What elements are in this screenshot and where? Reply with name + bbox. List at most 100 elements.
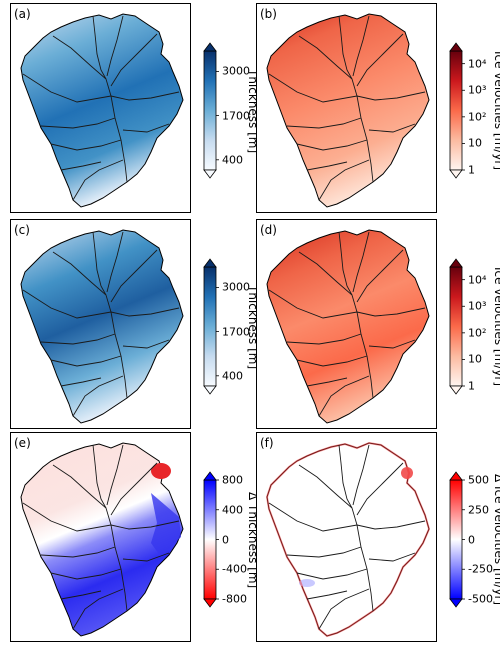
panel-b: (b) 10⁴ 10³ 10² 10 1 Ice velocities [m/yr] — [256, 3, 500, 215]
basin-boundary — [368, 339, 416, 349]
basin-boundary — [286, 117, 362, 129]
colorbar-tick-label: 10⁴ — [468, 273, 487, 287]
colorbar-tick-label: -800 — [222, 592, 247, 606]
colorbar-extend-max — [449, 471, 463, 481]
panel-label-d: (d) — [260, 223, 277, 237]
map-svg-b — [266, 13, 430, 208]
colorbar-label-b: Ice velocities [m/yr] — [492, 51, 500, 171]
map-d: (d) — [256, 219, 437, 429]
basin-boundary — [298, 251, 358, 313]
velocity-decrease-patch — [299, 579, 315, 587]
colorbar-c: 3000 1700 400 — [203, 258, 250, 395]
basin-boundary — [268, 502, 358, 532]
basin-boundary — [286, 546, 362, 558]
colorbar-gradient — [449, 479, 463, 600]
basin-boundary — [52, 251, 112, 313]
colorbar-tick-label: 10 — [468, 352, 482, 366]
basin-boundary — [338, 15, 353, 80]
colorbar-extend-max — [203, 258, 217, 268]
colorbar-tick-label: 0 — [222, 533, 229, 546]
basin-boundary — [356, 249, 404, 303]
basin-boundary — [356, 33, 404, 87]
basin-boundary — [40, 117, 116, 129]
basin-boundary — [122, 552, 170, 562]
basin-boundary — [110, 91, 180, 101]
colorbar-gradient — [449, 266, 463, 387]
basin-boundary — [268, 289, 358, 319]
basin-boundary — [356, 520, 426, 530]
ice-sheet-field-b — [266, 13, 430, 208]
colorbar-tick-label: 400 — [222, 503, 243, 517]
basin-boundary — [92, 15, 107, 80]
colorbar-tick-label: 1700 — [222, 109, 250, 123]
basin-boundary — [268, 73, 358, 103]
colorbar-tick-label: -500 — [468, 592, 493, 606]
basin-boundary — [298, 35, 358, 97]
basin-boundary — [368, 123, 416, 133]
basin-boundary — [72, 588, 124, 630]
ice-sheet-field-e — [20, 442, 184, 637]
colorbar-tick-label: 10² — [468, 110, 487, 124]
colorbar-tick-label: 1 — [468, 163, 475, 177]
basin-boundary — [306, 590, 348, 600]
basin-boundary — [60, 377, 102, 387]
colorbar-tick-label: 1700 — [222, 325, 250, 339]
basin-boundary — [338, 444, 353, 509]
basin-boundary — [22, 502, 112, 532]
colorbar-tick-label: 3000 — [222, 64, 250, 78]
basin-boundary — [318, 375, 370, 417]
colorbar-tick-label: 400 — [222, 369, 243, 383]
basin-boundary — [110, 249, 158, 303]
basin-boundary — [50, 355, 122, 367]
colorbar-gradient — [203, 50, 217, 171]
basin-boundary — [356, 462, 404, 516]
basin-boundary — [298, 464, 358, 526]
panel-label-c: (c) — [14, 223, 30, 237]
colorbar-tick-label: 10² — [468, 326, 487, 340]
colorbar-gradient — [203, 479, 217, 600]
colorbar-d: 10⁴ 10³ 10² 10 1 — [449, 258, 486, 395]
colorbar-extend-max — [203, 42, 217, 52]
basin-boundary — [52, 35, 112, 97]
ice-sheet-field-c — [20, 229, 184, 424]
basin-boundary — [338, 231, 353, 296]
colorbar-extend-min — [449, 385, 463, 395]
panel-e: (e) 800 400 0 -400 -800 Δ Thickness [m] — [10, 432, 260, 644]
ice-sheet-field-a — [20, 13, 184, 208]
thickness-loss-hotspot — [151, 463, 171, 479]
basin-boundary — [352, 231, 370, 293]
colorbar-svg-e — [203, 471, 219, 608]
margin-velocity-change — [265, 441, 431, 638]
colorbar-tick-label: 400 — [222, 153, 243, 167]
basin-boundary — [296, 568, 368, 580]
basin-boundary — [72, 375, 124, 417]
colorbar-tick-label: 3000 — [222, 280, 250, 294]
basin-boundary — [60, 161, 102, 171]
colorbar-tick-label: 10 — [468, 136, 482, 150]
panel-f: (f) 500 250 0 -250 -500Δ Ice velocities [m/yr… — [256, 432, 500, 644]
panel-c: (c) 3000 1700 400 Thickness [m] — [10, 219, 260, 431]
colorbar-svg-b — [449, 42, 465, 179]
colorbar-e: 800 400 0 -400 -800 — [203, 471, 247, 608]
colorbar-tick-label: 10³ — [468, 299, 487, 313]
basin-boundary — [296, 355, 368, 367]
thickness-gain-east — [151, 493, 181, 557]
map-f: (f) — [256, 432, 437, 642]
colorbar-extend-min — [449, 169, 463, 179]
basin-boundary — [318, 588, 370, 630]
colorbar-tick-label: 10⁴ — [468, 57, 487, 71]
ice-sheet-field-d — [266, 229, 430, 424]
basin-boundary — [92, 444, 107, 509]
colorbar-tick-label: 1 — [468, 379, 475, 393]
colorbar-svg-d — [449, 258, 465, 395]
colorbar-f: 500 250 0 -250 -500 — [449, 471, 493, 608]
map-b: (b) — [256, 3, 437, 213]
colorbar-label-d: Ice velocities [m/yr] — [492, 267, 500, 387]
colorbar-extend-min — [449, 598, 463, 608]
basin-boundary — [106, 15, 124, 77]
basin-boundary — [122, 123, 170, 133]
basin-boundary — [306, 377, 348, 387]
basin-boundary — [110, 462, 158, 516]
panel-label-a: (a) — [14, 7, 31, 21]
panel-a: (a) 3000 1700 400 Thickness [m] — [10, 3, 260, 215]
